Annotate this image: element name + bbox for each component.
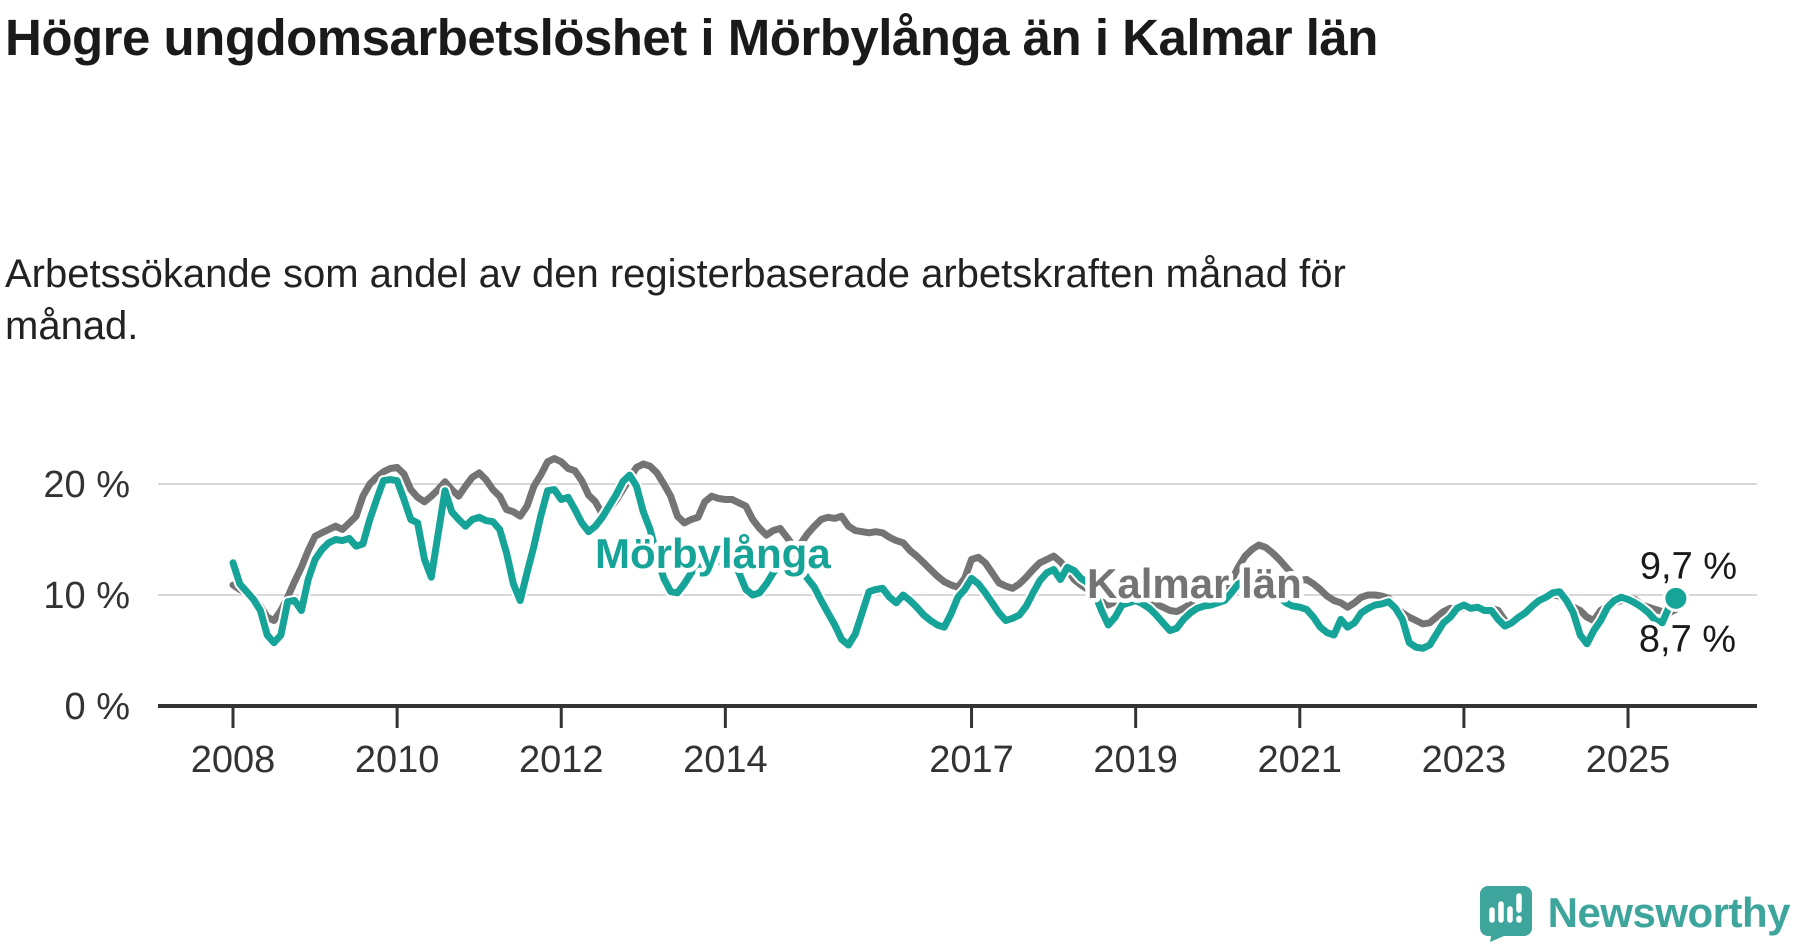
logo-bubble bbox=[1479, 886, 1532, 942]
morbylanga-end-value: 9,7 % bbox=[1640, 545, 1737, 587]
y-tick-label: 20 % bbox=[43, 464, 130, 506]
x-tick-label: 2025 bbox=[1586, 739, 1671, 781]
x-tick-label: 2008 bbox=[191, 739, 276, 781]
newsworthy-wordmark: Newsworthy bbox=[1547, 889, 1791, 936]
kalmar-end-value: 8,7 % bbox=[1639, 618, 1736, 660]
kalmar-series-label: Kalmar län bbox=[1087, 560, 1302, 607]
x-tick-label: 2019 bbox=[1093, 739, 1178, 781]
chart-subtitle: Arbetssökande som andel av den registerb… bbox=[5, 252, 1346, 348]
newsworthy-logo: Newsworthy bbox=[1478, 882, 1791, 944]
morbylanga-end-dot bbox=[1662, 584, 1690, 612]
x-tick-label: 2017 bbox=[929, 739, 1014, 781]
chart-title: Högre ungdomsarbetslöshet i Mörbylånga ä… bbox=[5, 9, 1378, 66]
newsworthy-logo-icon bbox=[1479, 886, 1532, 942]
y-tick-label: 10 % bbox=[43, 575, 130, 617]
kalmar-line bbox=[229, 455, 1680, 628]
x-tick-label: 2021 bbox=[1258, 739, 1343, 781]
logo-bars-icon bbox=[1488, 893, 1522, 923]
x-tick-label: 2014 bbox=[683, 739, 768, 781]
x-tick-label: 2012 bbox=[519, 739, 604, 781]
morbylanga-line bbox=[229, 471, 1680, 652]
x-tick-label: 2010 bbox=[355, 739, 440, 781]
morbylanga-series-label: Mörbylånga bbox=[595, 530, 831, 577]
x-tick-label: 2023 bbox=[1422, 739, 1507, 781]
y-tick-label: 0 % bbox=[65, 686, 130, 728]
